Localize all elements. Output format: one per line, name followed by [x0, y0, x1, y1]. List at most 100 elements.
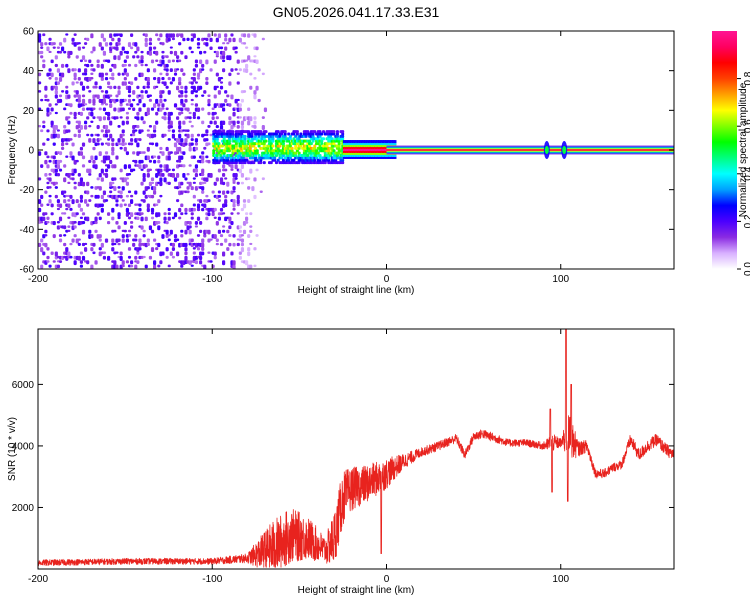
spectrogram-cell	[123, 68, 127, 73]
spectrogram-cell	[190, 37, 194, 42]
spectrogram-cell	[182, 151, 186, 156]
spectrogram-cell	[192, 207, 196, 212]
spectrogram-cell	[159, 33, 163, 38]
spectrogram-cell	[184, 98, 188, 103]
spectrogram-cell	[215, 72, 219, 77]
spectrogram-cell	[73, 72, 77, 78]
spectrogram-cell	[148, 98, 153, 102]
spectrogram-cell	[88, 269, 91, 273]
spectrogram-cell	[107, 81, 111, 86]
spectrogram-cell	[344, 153, 348, 157]
spectrogram-cell	[261, 72, 265, 76]
spectrogram-cell	[127, 85, 132, 91]
spectrogram-cell	[153, 186, 157, 192]
spectrogram-cell	[213, 251, 217, 256]
spectrogram-cell	[79, 177, 84, 183]
spectrogram-cell	[344, 148, 348, 152]
spectrogram-cell	[215, 139, 219, 143]
spectrogram-cell	[184, 138, 188, 143]
spectrogram-cell	[169, 50, 173, 55]
spectrogram-cell	[234, 46, 238, 50]
spectrogram-cell	[69, 151, 73, 156]
spectrogram-cell	[337, 151, 341, 155]
spectrogram-cell	[48, 194, 52, 198]
spectrogram-cell	[159, 177, 163, 183]
spectrogram-cell	[259, 130, 263, 134]
spectrogram-cell	[240, 98, 245, 103]
spectrogram-cell	[167, 138, 171, 141]
spectrogram-cell	[111, 247, 115, 252]
spectrogram-cell	[121, 199, 125, 202]
spectrogram-cell	[50, 59, 54, 64]
spectrogram-cell	[46, 155, 50, 159]
spectrogram-cell	[54, 125, 58, 130]
spectrogram-cell	[219, 125, 224, 130]
spectrogram-cell	[306, 130, 310, 134]
spectrogram-cell	[190, 238, 194, 243]
spectrogram-cell	[360, 148, 364, 152]
spectrogram-cell	[84, 199, 88, 204]
spectrogram-cell	[341, 134, 345, 138]
spectrogram-cell	[215, 158, 219, 162]
spectrogram-cell	[381, 142, 385, 146]
spectrogram-cell	[344, 151, 348, 155]
spectrogram-cell	[132, 107, 136, 112]
spectrogram-cell	[245, 216, 249, 222]
spectrogram-cell	[130, 46, 134, 50]
spectrogram-cell	[98, 247, 102, 251]
spectrogram-cell	[107, 138, 111, 141]
spectrogram-cell	[92, 242, 96, 247]
spectrogram-cell	[236, 134, 240, 138]
spectrogram-cell	[342, 155, 346, 159]
spectrogram-cell	[351, 150, 355, 153]
spectrogram-cell	[125, 207, 130, 213]
spectrogram-cell	[98, 85, 102, 90]
spectrogram-cell	[257, 98, 261, 103]
spectrogram-cell	[262, 132, 266, 136]
spectrogram-cell	[50, 107, 54, 112]
spectrogram-cell	[48, 50, 52, 54]
spectrogram-cell	[213, 255, 217, 260]
spectrogram-cell	[63, 190, 67, 194]
spectrogram-cell	[201, 247, 205, 251]
spectrogram-cell	[138, 107, 142, 112]
spectrogram-cell	[207, 98, 211, 104]
spectrogram-cell	[100, 90, 104, 93]
spectrogram-cell	[79, 151, 84, 156]
spectrogram-cell	[140, 159, 144, 164]
spectrogram-cell	[153, 129, 157, 133]
spectrogram-cell	[393, 140, 397, 144]
spectrogram-cell	[372, 146, 376, 150]
spectrogram-cell	[219, 242, 224, 246]
spectrogram-cell	[241, 153, 245, 157]
spectrogram-cell	[254, 156, 258, 160]
spectrogram-cell	[217, 142, 221, 146]
spectrogram-cell	[123, 63, 127, 67]
spectrogram-cell	[121, 107, 125, 112]
spectrogram-cell	[109, 68, 113, 72]
spectrogram-cell	[157, 103, 161, 107]
spectrogram-cell	[348, 151, 352, 155]
spectrogram-cell	[54, 55, 58, 60]
spectrogram-cell	[125, 116, 130, 120]
spectrogram-cell	[203, 146, 207, 150]
spectrogram-cell	[146, 111, 150, 116]
spectrogram-cell	[247, 120, 251, 126]
spectrogram-cell	[98, 186, 102, 191]
spectrogram-cell	[236, 203, 240, 207]
spectrogram-cell	[178, 120, 182, 126]
spectrogram-cell	[63, 107, 67, 111]
spectrogram-cell	[217, 161, 221, 165]
spectrogram-cell	[100, 72, 104, 78]
spectrogram-cell	[165, 85, 169, 89]
snr-xtick-label: 100	[552, 574, 569, 585]
spectrogram-cell	[46, 181, 50, 185]
spectrogram-cell	[227, 137, 231, 141]
spectrogram-cell	[363, 148, 367, 152]
spectrogram-cell	[136, 103, 140, 106]
spectrogram-cell	[130, 212, 134, 218]
spectrogram-cell	[165, 247, 169, 252]
spectrogram-cell	[58, 260, 63, 263]
spectrogram-cell	[163, 177, 167, 183]
spectrogram-cell	[276, 158, 280, 162]
